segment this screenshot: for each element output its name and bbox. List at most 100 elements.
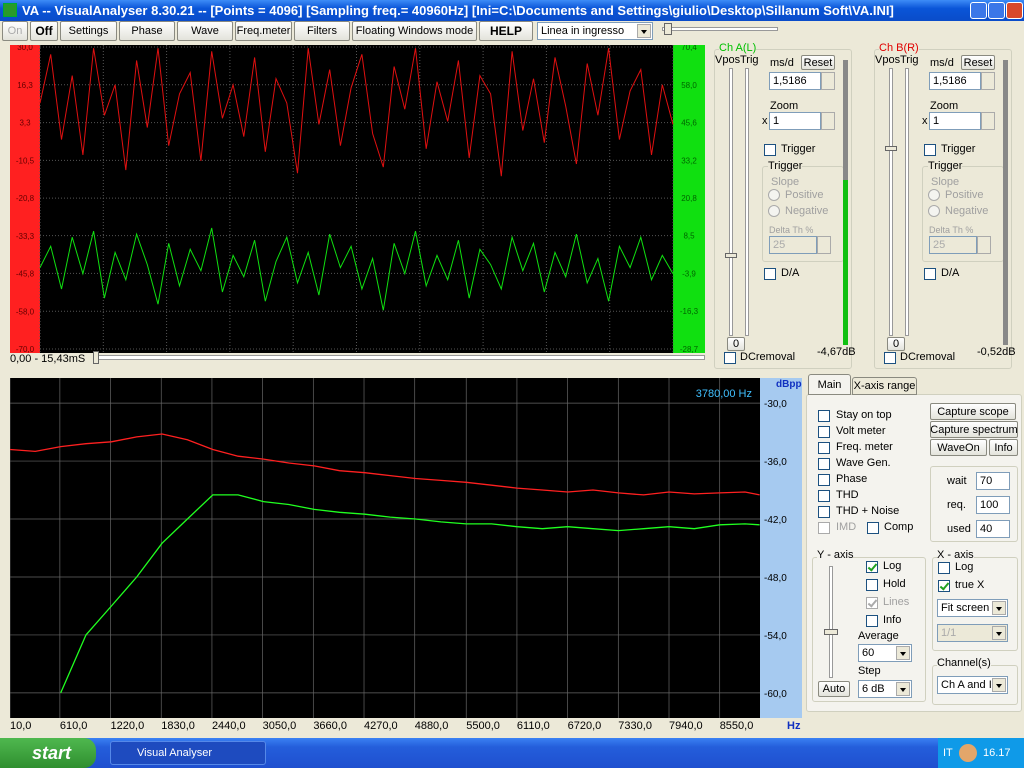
task-button[interactable]: Visual Analyser	[110, 741, 266, 765]
y-tick-label: -30,0	[764, 399, 787, 410]
panel-button[interactable]: WaveOn	[930, 439, 987, 456]
checkbox[interactable]	[867, 522, 879, 534]
checkbox[interactable]	[924, 144, 936, 156]
slope-label: Slope	[931, 176, 960, 188]
zero-button[interactable]: 0	[887, 337, 905, 351]
start-button[interactable]: start	[0, 738, 96, 768]
panel-button[interactable]: Capture spectrum	[930, 421, 1018, 438]
toolbar-button[interactable]: Filters	[294, 21, 350, 41]
toolbar-button[interactable]: HELP	[479, 21, 533, 41]
delta-label: Delta Th %	[769, 225, 814, 235]
msd-input[interactable]: 1,5186	[929, 72, 981, 90]
zoom-input[interactable]: 1	[769, 112, 821, 130]
dropdown-arrow[interactable]	[896, 682, 910, 696]
reset-button[interactable]: Reset	[801, 55, 835, 70]
zoom-input[interactable]: 1	[929, 112, 981, 130]
checkbox[interactable]	[866, 597, 878, 609]
toolbar-button[interactable]: Floating Windows mode	[352, 21, 477, 41]
left-axis-label: -10,5	[16, 156, 35, 165]
checkbox[interactable]	[884, 352, 896, 364]
trig-track	[745, 68, 749, 336]
timing-input[interactable]: 70	[976, 472, 1010, 490]
radio[interactable]	[768, 205, 780, 217]
time-slider-thumb[interactable]	[93, 351, 99, 364]
checkbox[interactable]	[866, 615, 878, 627]
average-select[interactable]: 60	[858, 644, 912, 662]
channel-label: Ch B(R)	[879, 42, 919, 55]
spinner[interactable]	[817, 236, 831, 254]
maximize-button[interactable]	[988, 2, 1005, 19]
step-select[interactable]: 6 dB	[858, 680, 912, 698]
close-button[interactable]	[1006, 2, 1023, 19]
auto-button[interactable]: Auto	[818, 681, 850, 697]
checkbox[interactable]	[866, 579, 878, 591]
radio[interactable]	[928, 189, 940, 201]
x-tick-label: 3660,0	[313, 720, 347, 732]
dropdown-arrow[interactable]	[896, 646, 910, 660]
delta-label: Delta Th %	[929, 225, 974, 235]
checkbox[interactable]	[924, 268, 936, 280]
fit-select[interactable]: Fit screen	[937, 599, 1008, 617]
zero-button[interactable]: 0	[727, 337, 745, 351]
radio[interactable]	[928, 205, 940, 217]
y-slider-track	[829, 566, 833, 678]
tray-arrow[interactable]	[959, 744, 977, 762]
timing-input[interactable]: 100	[976, 496, 1010, 514]
checkbox[interactable]	[866, 561, 878, 573]
vpos-thumb[interactable]	[885, 146, 897, 151]
toolbar-button[interactable]: Wave	[177, 21, 233, 41]
dropdown-arrow[interactable]	[637, 24, 651, 38]
toolbar-button[interactable]: Off	[30, 21, 58, 41]
toolbar-button[interactable]: Freq.meter	[235, 21, 292, 41]
checkbox[interactable]	[818, 490, 830, 502]
checkbox[interactable]	[938, 580, 950, 592]
marker-label: 3780,00 Hz	[696, 388, 752, 400]
panel-button[interactable]: Info	[989, 439, 1018, 456]
checkbox[interactable]	[764, 144, 776, 156]
toolbar-button[interactable]: On	[2, 21, 28, 41]
minimize-button[interactable]	[970, 2, 987, 19]
delta-input[interactable]: 25	[769, 236, 817, 254]
checkbox[interactable]	[818, 426, 830, 438]
channel-select[interactable]: Ch A and I	[937, 676, 1008, 694]
delta-input[interactable]: 25	[929, 236, 977, 254]
dropdown-arrow[interactable]	[992, 626, 1006, 640]
dropdown-arrow[interactable]	[992, 601, 1006, 615]
dropdown-arrow[interactable]	[992, 678, 1006, 692]
checkbox[interactable]	[818, 442, 830, 454]
y-tick-label: -36,0	[764, 457, 787, 468]
checkbox[interactable]	[818, 458, 830, 470]
checkbox[interactable]	[764, 268, 776, 280]
x-tick-label: 1830,0	[161, 720, 195, 732]
spinner[interactable]	[981, 112, 995, 130]
checkbox[interactable]	[818, 474, 830, 486]
spinner[interactable]	[981, 72, 995, 90]
toolbar-button[interactable]: Phase	[119, 21, 175, 41]
tab[interactable]: Main	[808, 374, 851, 395]
panel-button[interactable]: Capture scope	[930, 403, 1016, 420]
msd-label: ms/d	[930, 57, 954, 69]
spinner[interactable]	[821, 112, 835, 130]
timing-input[interactable]: 40	[976, 520, 1010, 538]
msd-input[interactable]: 1,5186	[769, 72, 821, 90]
timing-label: req.	[947, 499, 966, 511]
checkbox[interactable]	[818, 410, 830, 422]
toolbar-button[interactable]: Settings	[60, 21, 117, 41]
ratio-select[interactable]: 1/1	[937, 624, 1008, 642]
checkbox[interactable]	[818, 506, 830, 518]
slider-thumb[interactable]	[664, 23, 672, 35]
tab[interactable]: X-axis range	[852, 377, 917, 395]
check-label: Wave Gen.	[836, 457, 891, 469]
checkbox[interactable]	[724, 352, 736, 364]
checkbox[interactable]	[938, 562, 950, 574]
zoom-x: x	[922, 115, 928, 127]
reset-button[interactable]: Reset	[961, 55, 995, 70]
spinner[interactable]	[821, 72, 835, 90]
input-select[interactable]: Linea in ingresso	[537, 22, 653, 40]
checkbox[interactable]	[818, 522, 830, 534]
y-slider-thumb[interactable]	[824, 629, 838, 635]
radio[interactable]	[768, 189, 780, 201]
vpos-thumb[interactable]	[725, 253, 737, 258]
left-axis-label: -20,8	[16, 194, 35, 203]
spinner[interactable]	[977, 236, 991, 254]
